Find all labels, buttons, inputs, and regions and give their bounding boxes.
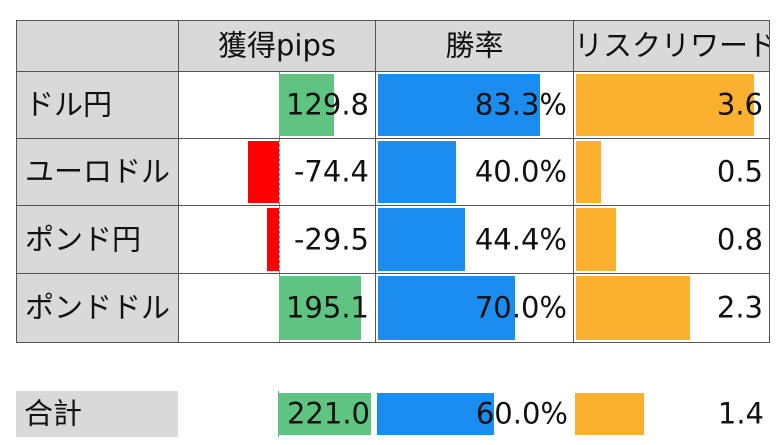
total-rr-cell: 1.4 xyxy=(573,391,770,437)
pips-zero-axis xyxy=(279,139,280,205)
row-rr-cell: 2.3 xyxy=(573,273,770,343)
header-winrate-label: 勝率 xyxy=(445,28,504,63)
row-pair-label: ポンド円 xyxy=(25,222,142,256)
row-winrate-cell: 44.4% xyxy=(375,205,574,274)
rr-bar xyxy=(576,141,601,203)
row-winrate-value: 83.3% xyxy=(474,87,567,122)
total-label: 合計 xyxy=(24,396,83,431)
row-pair-cell: ユーロドル xyxy=(16,138,179,206)
row-winrate-value: 70.0% xyxy=(474,290,567,325)
row-winrate-cell: 40.0% xyxy=(375,138,574,206)
rr-bar xyxy=(576,74,755,136)
total-pips-value: 221.0 xyxy=(286,396,370,431)
row-winrate-value: 40.0% xyxy=(474,154,567,189)
pips-bar xyxy=(279,74,334,136)
row-pips-cell: 195.1 xyxy=(178,273,376,343)
row-winrate-value: 44.4% xyxy=(474,222,567,256)
row-pips-value: 195.1 xyxy=(285,290,369,325)
header-winrate-cell: 勝率 xyxy=(375,20,574,72)
total-winrate-cell: 60.0% xyxy=(375,391,574,437)
row-pair-label: ドル円 xyxy=(25,87,113,122)
rr-bar xyxy=(576,208,616,271)
row-rr-value: 2.3 xyxy=(716,290,763,325)
header-pips-label: 獲得pips xyxy=(218,28,336,63)
row-rr-cell: 0.5 xyxy=(573,138,770,206)
row-winrate-cell: 70.0% xyxy=(375,273,574,343)
row-rr-cell: 0.8 xyxy=(573,205,770,274)
row-pips-value: -74.4 xyxy=(293,154,369,189)
row-rr-value: 0.8 xyxy=(716,222,763,256)
row-rr-value: 3.6 xyxy=(716,87,763,122)
pips-bar xyxy=(279,276,361,340)
total-label-cell: 合計 xyxy=(16,391,179,437)
pips-bar xyxy=(266,208,279,271)
total-rr-bar xyxy=(575,393,645,435)
winrate-bar xyxy=(378,276,515,340)
rr-bar xyxy=(576,276,690,340)
row-pips-cell: -29.5 xyxy=(178,205,376,274)
header-rr-label: リスクリワード xyxy=(574,28,770,63)
row-pips-value: -29.5 xyxy=(293,222,369,256)
row-pair-cell: ポンドドル xyxy=(16,273,179,343)
row-pair-label: ユーロドル xyxy=(25,154,171,189)
row-pair-cell: ポンド円 xyxy=(16,205,179,274)
total-winrate-value: 60.0% xyxy=(475,396,568,431)
pips-zero-axis xyxy=(279,206,280,273)
row-pips-cell: -74.4 xyxy=(178,138,376,206)
row-rr-cell: 3.6 xyxy=(573,71,770,139)
total-pips-cell: 221.0 xyxy=(178,391,376,437)
total-rr-value: 1.4 xyxy=(717,396,764,431)
row-pair-label: ポンドドル xyxy=(25,290,171,325)
row-pips-value: 129.8 xyxy=(285,87,369,122)
header-pips-cell: 獲得pips xyxy=(178,20,376,72)
total-pips-bar xyxy=(278,393,371,435)
winrate-bar xyxy=(378,74,541,136)
pips-bar xyxy=(247,141,279,203)
winrate-bar xyxy=(378,141,456,203)
header-rr-cell: リスクリワード xyxy=(573,20,770,72)
winrate-bar xyxy=(378,208,465,271)
row-pair-cell: ドル円 xyxy=(16,71,179,139)
row-winrate-cell: 83.3% xyxy=(375,71,574,139)
row-rr-value: 0.5 xyxy=(716,154,763,189)
header-blank-cell xyxy=(16,20,179,72)
row-pips-cell: 129.8 xyxy=(178,71,376,139)
total-winrate-bar xyxy=(377,393,494,435)
